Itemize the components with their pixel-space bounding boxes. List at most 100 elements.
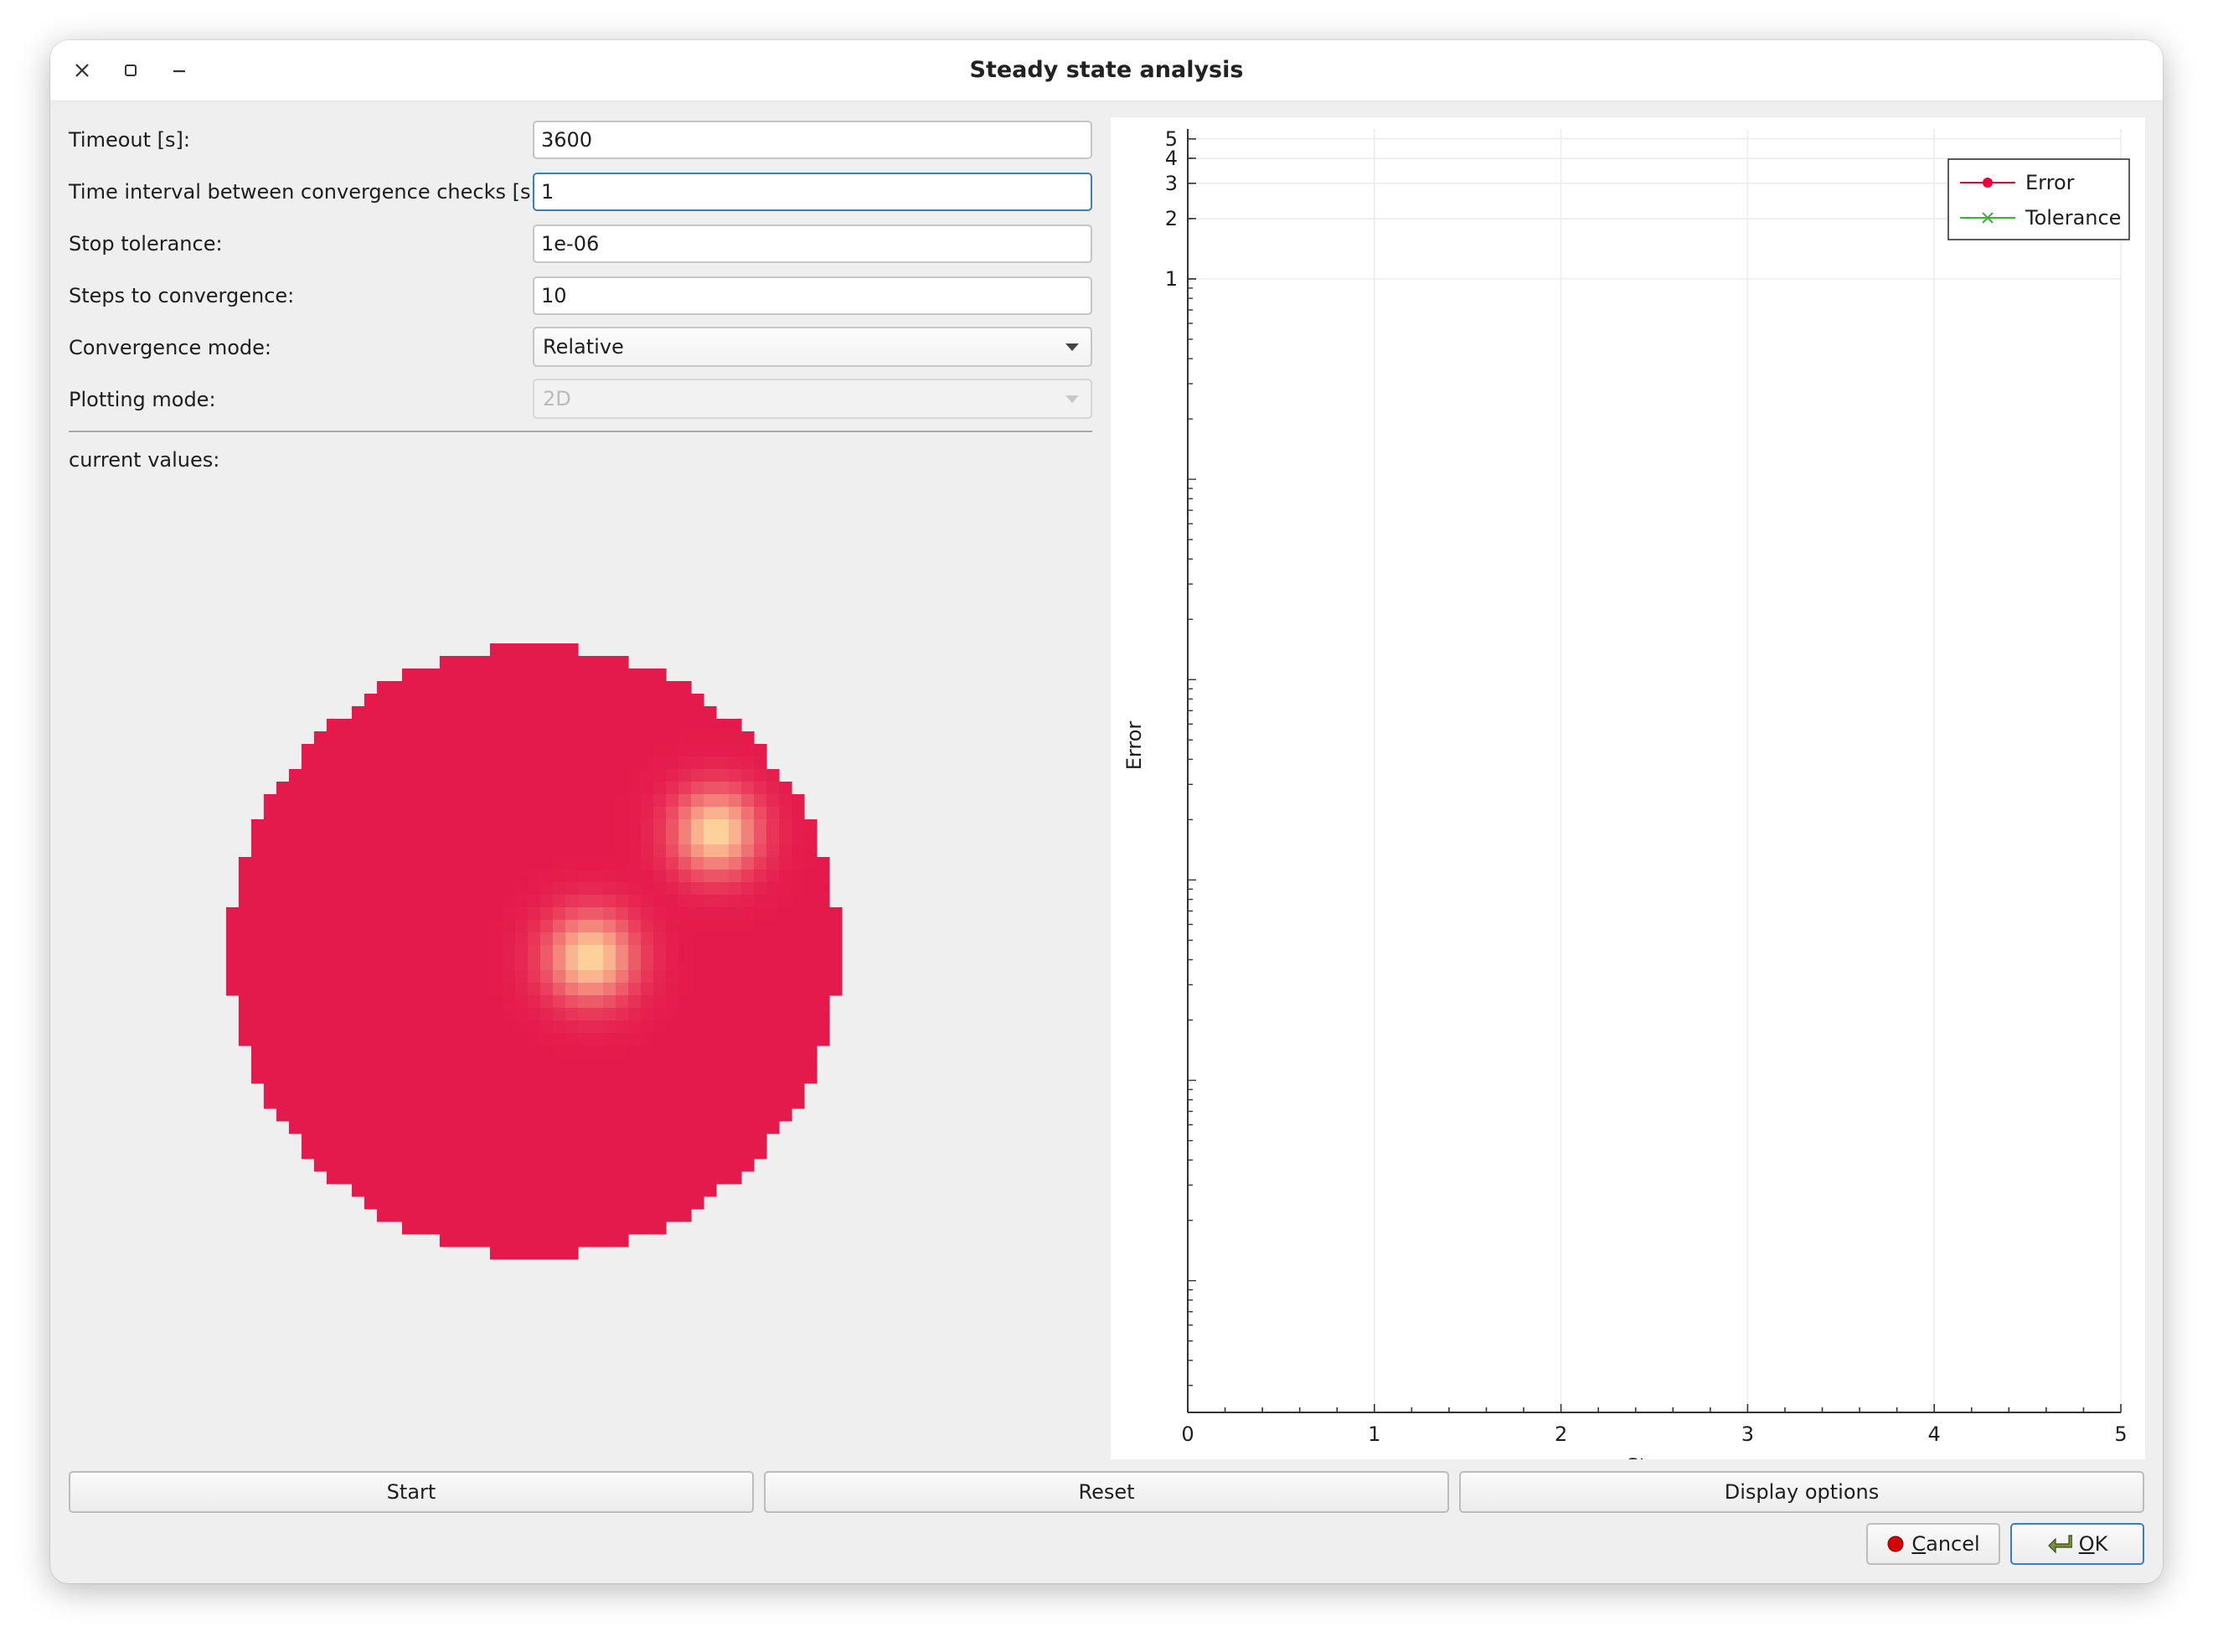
disk-cell (540, 857, 554, 870)
disk-cell (565, 669, 579, 682)
disk-cell (503, 1083, 516, 1097)
disk-cell (352, 995, 365, 1009)
disk-cell (440, 819, 453, 833)
disk-cell (302, 769, 315, 782)
minimize-icon[interactable] (162, 54, 196, 87)
disk-cell (540, 882, 554, 896)
interval-input[interactable] (533, 173, 1092, 211)
disk-cell (678, 983, 692, 996)
disk-cell (477, 669, 491, 682)
disk-cell (616, 882, 629, 896)
disk-cell (490, 1234, 503, 1247)
disk-cell (754, 970, 767, 983)
disk-cell (678, 895, 692, 908)
disk-cell (352, 970, 365, 983)
disk-cell (678, 1108, 692, 1122)
close-icon[interactable] (65, 54, 99, 87)
convergence-mode-select[interactable]: Relative (533, 327, 1092, 367)
disk-cell (377, 1083, 390, 1097)
disk-cell (503, 1071, 516, 1084)
disk-cell (565, 681, 579, 694)
disk-cell (653, 832, 667, 845)
disk-cell (817, 882, 830, 896)
disk-cell (515, 706, 529, 720)
disk-cell (540, 782, 554, 795)
disk-cell (503, 1121, 516, 1134)
disk-cell (578, 1033, 591, 1046)
disk-cell (314, 1083, 328, 1097)
disk-cell (465, 907, 478, 921)
disk-cell (754, 920, 767, 933)
disk-cell (804, 870, 818, 883)
disk-cell (264, 1008, 277, 1021)
steps-input[interactable] (533, 276, 1092, 315)
disk-cell (402, 932, 415, 946)
disk-cell (792, 807, 805, 820)
disk-cell (741, 920, 755, 933)
disk-cell (641, 983, 654, 996)
disk-cell (641, 1083, 654, 1097)
disk-cell (628, 669, 642, 682)
disk-cell (704, 719, 717, 732)
disk-cell (352, 932, 365, 946)
disk-cell (477, 782, 491, 795)
disk-cell (704, 731, 717, 745)
disk-cell (779, 970, 792, 983)
disk-cell (603, 907, 616, 921)
display-options-button[interactable]: Display options (1459, 1471, 2144, 1513)
ok-button[interactable]: OK (2010, 1523, 2144, 1565)
disk-cell (515, 794, 529, 808)
disk-cell (553, 1083, 566, 1097)
disk-cell (817, 932, 830, 946)
disk-cell (239, 958, 252, 971)
splitter-handle[interactable] (1102, 777, 1106, 811)
disk-cell (616, 1083, 629, 1097)
disk-cell (603, 1133, 616, 1147)
reset-button[interactable]: Reset (764, 1471, 1449, 1513)
disk-cell (553, 1071, 566, 1084)
disk-cell (402, 1033, 415, 1046)
disk-cell (641, 1008, 654, 1021)
disk-cell (628, 882, 642, 896)
disk-cell (490, 1045, 503, 1059)
disk-cell (276, 920, 290, 933)
disk-cell (427, 907, 441, 921)
start-button[interactable]: Start (69, 1471, 754, 1513)
disk-cell (691, 719, 704, 732)
disk-cell (452, 882, 466, 896)
disk-cell (653, 907, 667, 921)
disk-cell (515, 807, 529, 820)
disk-cell (741, 769, 755, 782)
disk-cell (465, 983, 478, 996)
disk-cell (314, 1071, 328, 1084)
disk-cell (653, 1083, 667, 1097)
disk-cell (792, 1058, 805, 1071)
disk-cell (427, 1071, 441, 1084)
disk-cell (528, 1121, 541, 1134)
disk-cell (678, 870, 692, 883)
disk-cell (364, 1196, 378, 1210)
disk-cell (603, 782, 616, 795)
disk-cell (239, 857, 252, 870)
disk-cell (754, 995, 767, 1009)
disk-cell (515, 844, 529, 858)
disk-cell (653, 1020, 667, 1034)
cancel-button[interactable]: Cancel (1866, 1523, 2000, 1565)
disk-cell (452, 932, 466, 946)
disk-cell (490, 1209, 503, 1222)
disk-cell (251, 819, 265, 833)
disk-cell (641, 1058, 654, 1071)
maximize-icon[interactable] (114, 54, 147, 87)
disk-cell (402, 706, 415, 720)
disk-cell (641, 1184, 654, 1197)
disk-cell (553, 769, 566, 782)
disk-cell (503, 1020, 516, 1034)
disk-cell (314, 1146, 328, 1159)
stop-tolerance-input[interactable] (533, 225, 1092, 263)
timeout-input[interactable] (533, 121, 1092, 159)
disk-cell (591, 719, 604, 732)
disk-cell (427, 995, 441, 1009)
disk-cell (792, 1033, 805, 1046)
disk-cell (327, 970, 340, 983)
disk-cell (452, 819, 466, 833)
